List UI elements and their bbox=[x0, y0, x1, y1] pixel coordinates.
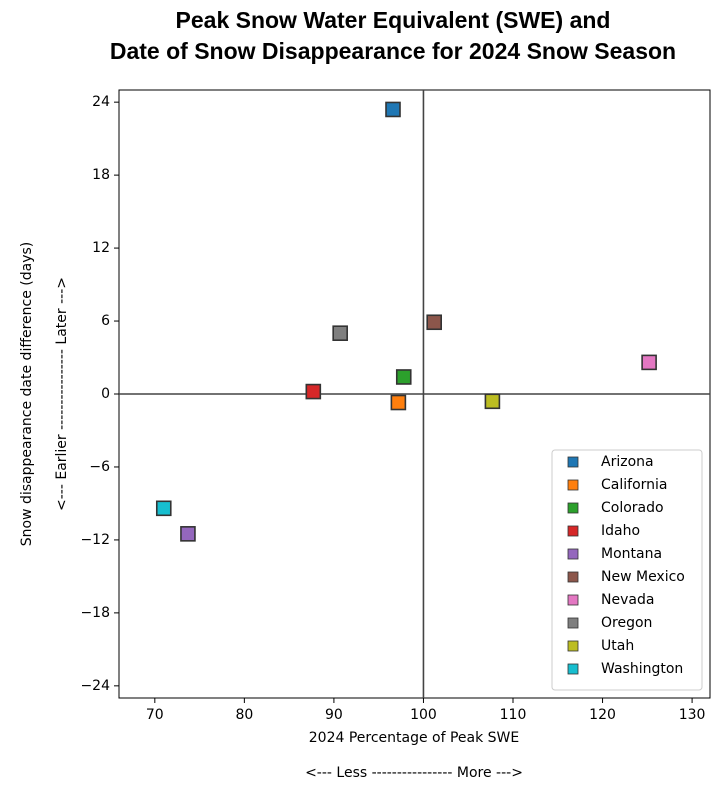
legend-label: Washington bbox=[601, 661, 683, 677]
marker bbox=[332, 325, 348, 342]
legend-swatch bbox=[567, 663, 579, 675]
x-tick-label: 80 bbox=[235, 707, 253, 723]
legend-swatch bbox=[567, 502, 579, 514]
y-tick-label: −6 bbox=[89, 459, 110, 475]
marker bbox=[155, 500, 172, 517]
chart-title: Date of Snow Disappearance for 2024 Snow… bbox=[110, 38, 676, 64]
legend-label: Utah bbox=[601, 638, 634, 654]
marker bbox=[426, 314, 443, 331]
y-tick-label: 6 bbox=[101, 313, 110, 329]
y-tick-label: −24 bbox=[80, 678, 110, 694]
y-tick-label: −18 bbox=[80, 605, 110, 621]
legend-box bbox=[551, 449, 703, 691]
x-tick-label: 100 bbox=[410, 707, 437, 723]
x-tick-label: 130 bbox=[679, 707, 706, 723]
y-tick-label: 24 bbox=[92, 94, 110, 110]
marker bbox=[180, 526, 196, 542]
y-tick-label: 0 bbox=[101, 386, 110, 402]
marker bbox=[395, 369, 412, 385]
y-axis-label: <--- Earlier ---------------- Later ---> bbox=[54, 277, 70, 511]
chart-title: Peak Snow Water Equivalent (SWE) and bbox=[176, 7, 611, 33]
y-axis-label: Snow disappearance date difference (days… bbox=[19, 242, 35, 547]
legend-label: New Mexico bbox=[601, 569, 685, 585]
x-axis-label: 2024 Percentage of Peak SWE bbox=[309, 730, 520, 746]
y-tick-label: 12 bbox=[92, 240, 110, 256]
marker bbox=[390, 394, 407, 411]
legend-swatch bbox=[567, 617, 579, 629]
legend-label: Nevada bbox=[601, 592, 654, 608]
x-tick-label: 120 bbox=[589, 707, 616, 723]
legend-label: Montana bbox=[601, 546, 662, 562]
legend-swatch bbox=[567, 548, 579, 560]
legend-label: Arizona bbox=[601, 454, 654, 470]
y-tick-label: 18 bbox=[92, 167, 110, 183]
legend-swatch bbox=[567, 571, 579, 583]
x-axis-label: <--- Less ---------------- More ---> bbox=[305, 765, 523, 781]
x-tick-label: 70 bbox=[146, 707, 164, 723]
marker bbox=[484, 393, 501, 410]
legend-swatch bbox=[567, 456, 579, 468]
legend-label: Oregon bbox=[601, 615, 652, 631]
marker bbox=[305, 383, 322, 400]
legend-label: California bbox=[601, 477, 667, 493]
legend-swatch bbox=[567, 525, 579, 537]
legend-label: Colorado bbox=[601, 500, 664, 516]
legend-swatch bbox=[567, 640, 579, 652]
legend-label: Idaho bbox=[601, 523, 640, 539]
y-tick-label: −12 bbox=[80, 532, 110, 548]
legend-swatch bbox=[567, 594, 579, 606]
marker bbox=[385, 101, 401, 118]
x-tick-label: 90 bbox=[325, 707, 343, 723]
x-tick-label: 110 bbox=[500, 707, 527, 723]
legend-swatch bbox=[567, 479, 579, 491]
marker bbox=[641, 354, 657, 371]
